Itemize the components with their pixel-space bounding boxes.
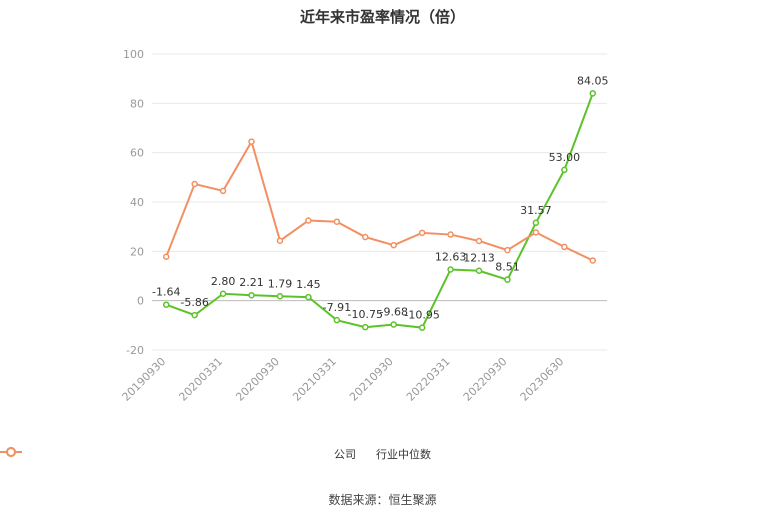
data-point-0	[447, 266, 454, 273]
data-point-1	[248, 138, 255, 145]
data-label: -7.91	[323, 301, 351, 314]
data-point-0	[475, 267, 483, 274]
x-tick-label: 20230630	[518, 355, 567, 404]
data-point-1	[276, 237, 284, 244]
data-point-0	[276, 293, 284, 300]
data-point-0	[589, 90, 597, 97]
legend-company-label: 公司	[334, 448, 356, 461]
data-point-0	[248, 291, 255, 299]
data-point-1	[305, 217, 312, 224]
data-point-1	[504, 246, 511, 254]
data-point-1	[333, 218, 341, 225]
x-tick-label: 20220930	[461, 355, 510, 404]
data-label: -9.68	[379, 306, 407, 319]
data-label: -10.75	[348, 308, 383, 321]
data-label: 31.57	[520, 204, 552, 217]
data-point-1	[362, 233, 369, 241]
data-point-1	[418, 229, 426, 237]
data-label: 1.79	[268, 277, 293, 290]
chart-title: 近年来市盈率情况（倍）	[299, 8, 465, 26]
data-point-1	[390, 241, 397, 249]
y-tick-label: 40	[130, 196, 144, 209]
data-point-0	[333, 316, 341, 324]
data-point-1	[475, 237, 483, 245]
data-point-1	[162, 253, 170, 261]
series-line-0	[165, 92, 594, 329]
data-point-1	[447, 231, 454, 238]
data-point-0	[418, 324, 426, 331]
data-label: -10.95	[404, 309, 439, 322]
data-point-1	[532, 229, 540, 236]
legend-item-industry[interactable]: 行业中位数	[0, 446, 431, 462]
legend-industry-label: 行业中位数	[376, 448, 431, 461]
x-tick-label: 20220331	[404, 355, 453, 404]
data-label: 12.63	[435, 251, 467, 264]
y-tick-label: 100	[123, 48, 144, 61]
data-point-0	[504, 276, 511, 283]
y-tick-label: 60	[130, 147, 144, 160]
y-tick-label: 20	[130, 245, 144, 258]
data-point-0	[362, 323, 369, 331]
legend-industry-marker	[0, 447, 22, 457]
series-line-1	[165, 139, 594, 262]
data-point-0	[561, 166, 568, 174]
data-label: -1.64	[152, 286, 180, 299]
data-point-0	[219, 290, 227, 298]
data-point-1	[219, 187, 227, 195]
data-point-1	[191, 180, 198, 188]
data-label: 2.80	[211, 275, 236, 288]
source-note: 数据来源：恒生聚源	[328, 493, 437, 507]
x-tick-label: 20210930	[347, 355, 396, 404]
chart-legend: 公司 行业中位数	[0, 446, 765, 462]
data-label: 2.21	[239, 276, 264, 289]
data-point-0	[390, 321, 397, 328]
data-point-0	[305, 293, 312, 301]
x-tick-label: 20210331	[290, 355, 339, 404]
data-point-1	[561, 243, 568, 251]
x-tick-label: 20200930	[233, 355, 282, 404]
data-label: 12.13	[463, 252, 495, 265]
data-label: 1.45	[296, 278, 321, 291]
legend-item-company[interactable]: 公司	[0, 446, 356, 462]
data-label: 53.00	[549, 151, 581, 164]
data-label: 84.05	[577, 74, 609, 87]
x-tick-label: 20200331	[176, 355, 225, 404]
data-point-1	[589, 257, 597, 264]
data-label: -5.86	[180, 296, 208, 309]
y-tick-label: 0	[137, 295, 144, 308]
data-point-0	[191, 311, 198, 319]
y-tick-label: -20	[126, 344, 144, 357]
data-point-0	[162, 301, 170, 308]
y-tick-label: 80	[130, 97, 144, 110]
data-point-0	[532, 219, 540, 227]
x-tick-label: 20190930	[120, 355, 169, 404]
data-label: 8.51	[495, 261, 520, 274]
